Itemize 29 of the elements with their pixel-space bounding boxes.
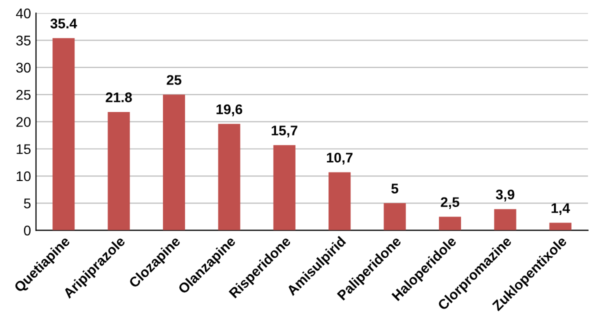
data-label: 21.8 xyxy=(106,92,132,102)
bar xyxy=(218,124,240,230)
bar xyxy=(108,112,130,230)
y-tick-label: 40 xyxy=(16,8,31,18)
bar xyxy=(384,203,406,230)
bar xyxy=(273,145,296,230)
y-tick-label: 35 xyxy=(16,36,31,46)
bar xyxy=(328,172,351,230)
data-label: 1,4 xyxy=(552,203,570,216)
y-tick-label: 0 xyxy=(24,226,31,236)
bar xyxy=(494,209,516,230)
y-tick-label: 25 xyxy=(16,90,31,100)
y-tick-label: 15 xyxy=(16,144,31,154)
data-label: 35.4 xyxy=(50,18,78,28)
data-label: 19,6 xyxy=(216,104,242,116)
y-tick-label: 20 xyxy=(16,117,31,127)
y-tick-label: 10 xyxy=(16,171,31,182)
data-label: 15,7 xyxy=(272,126,298,138)
data-label: 3,9 xyxy=(496,190,514,202)
y-tick-label: 5 xyxy=(24,198,31,208)
data-label: 10,7 xyxy=(326,152,353,165)
bar xyxy=(438,216,462,230)
bar xyxy=(549,222,572,230)
bar xyxy=(162,94,186,230)
data-label: 2,5 xyxy=(440,197,460,210)
bar xyxy=(52,38,75,230)
y-tick-label: 30 xyxy=(16,62,31,73)
data-label: 5 xyxy=(391,184,398,194)
data-label: 25 xyxy=(166,75,182,85)
